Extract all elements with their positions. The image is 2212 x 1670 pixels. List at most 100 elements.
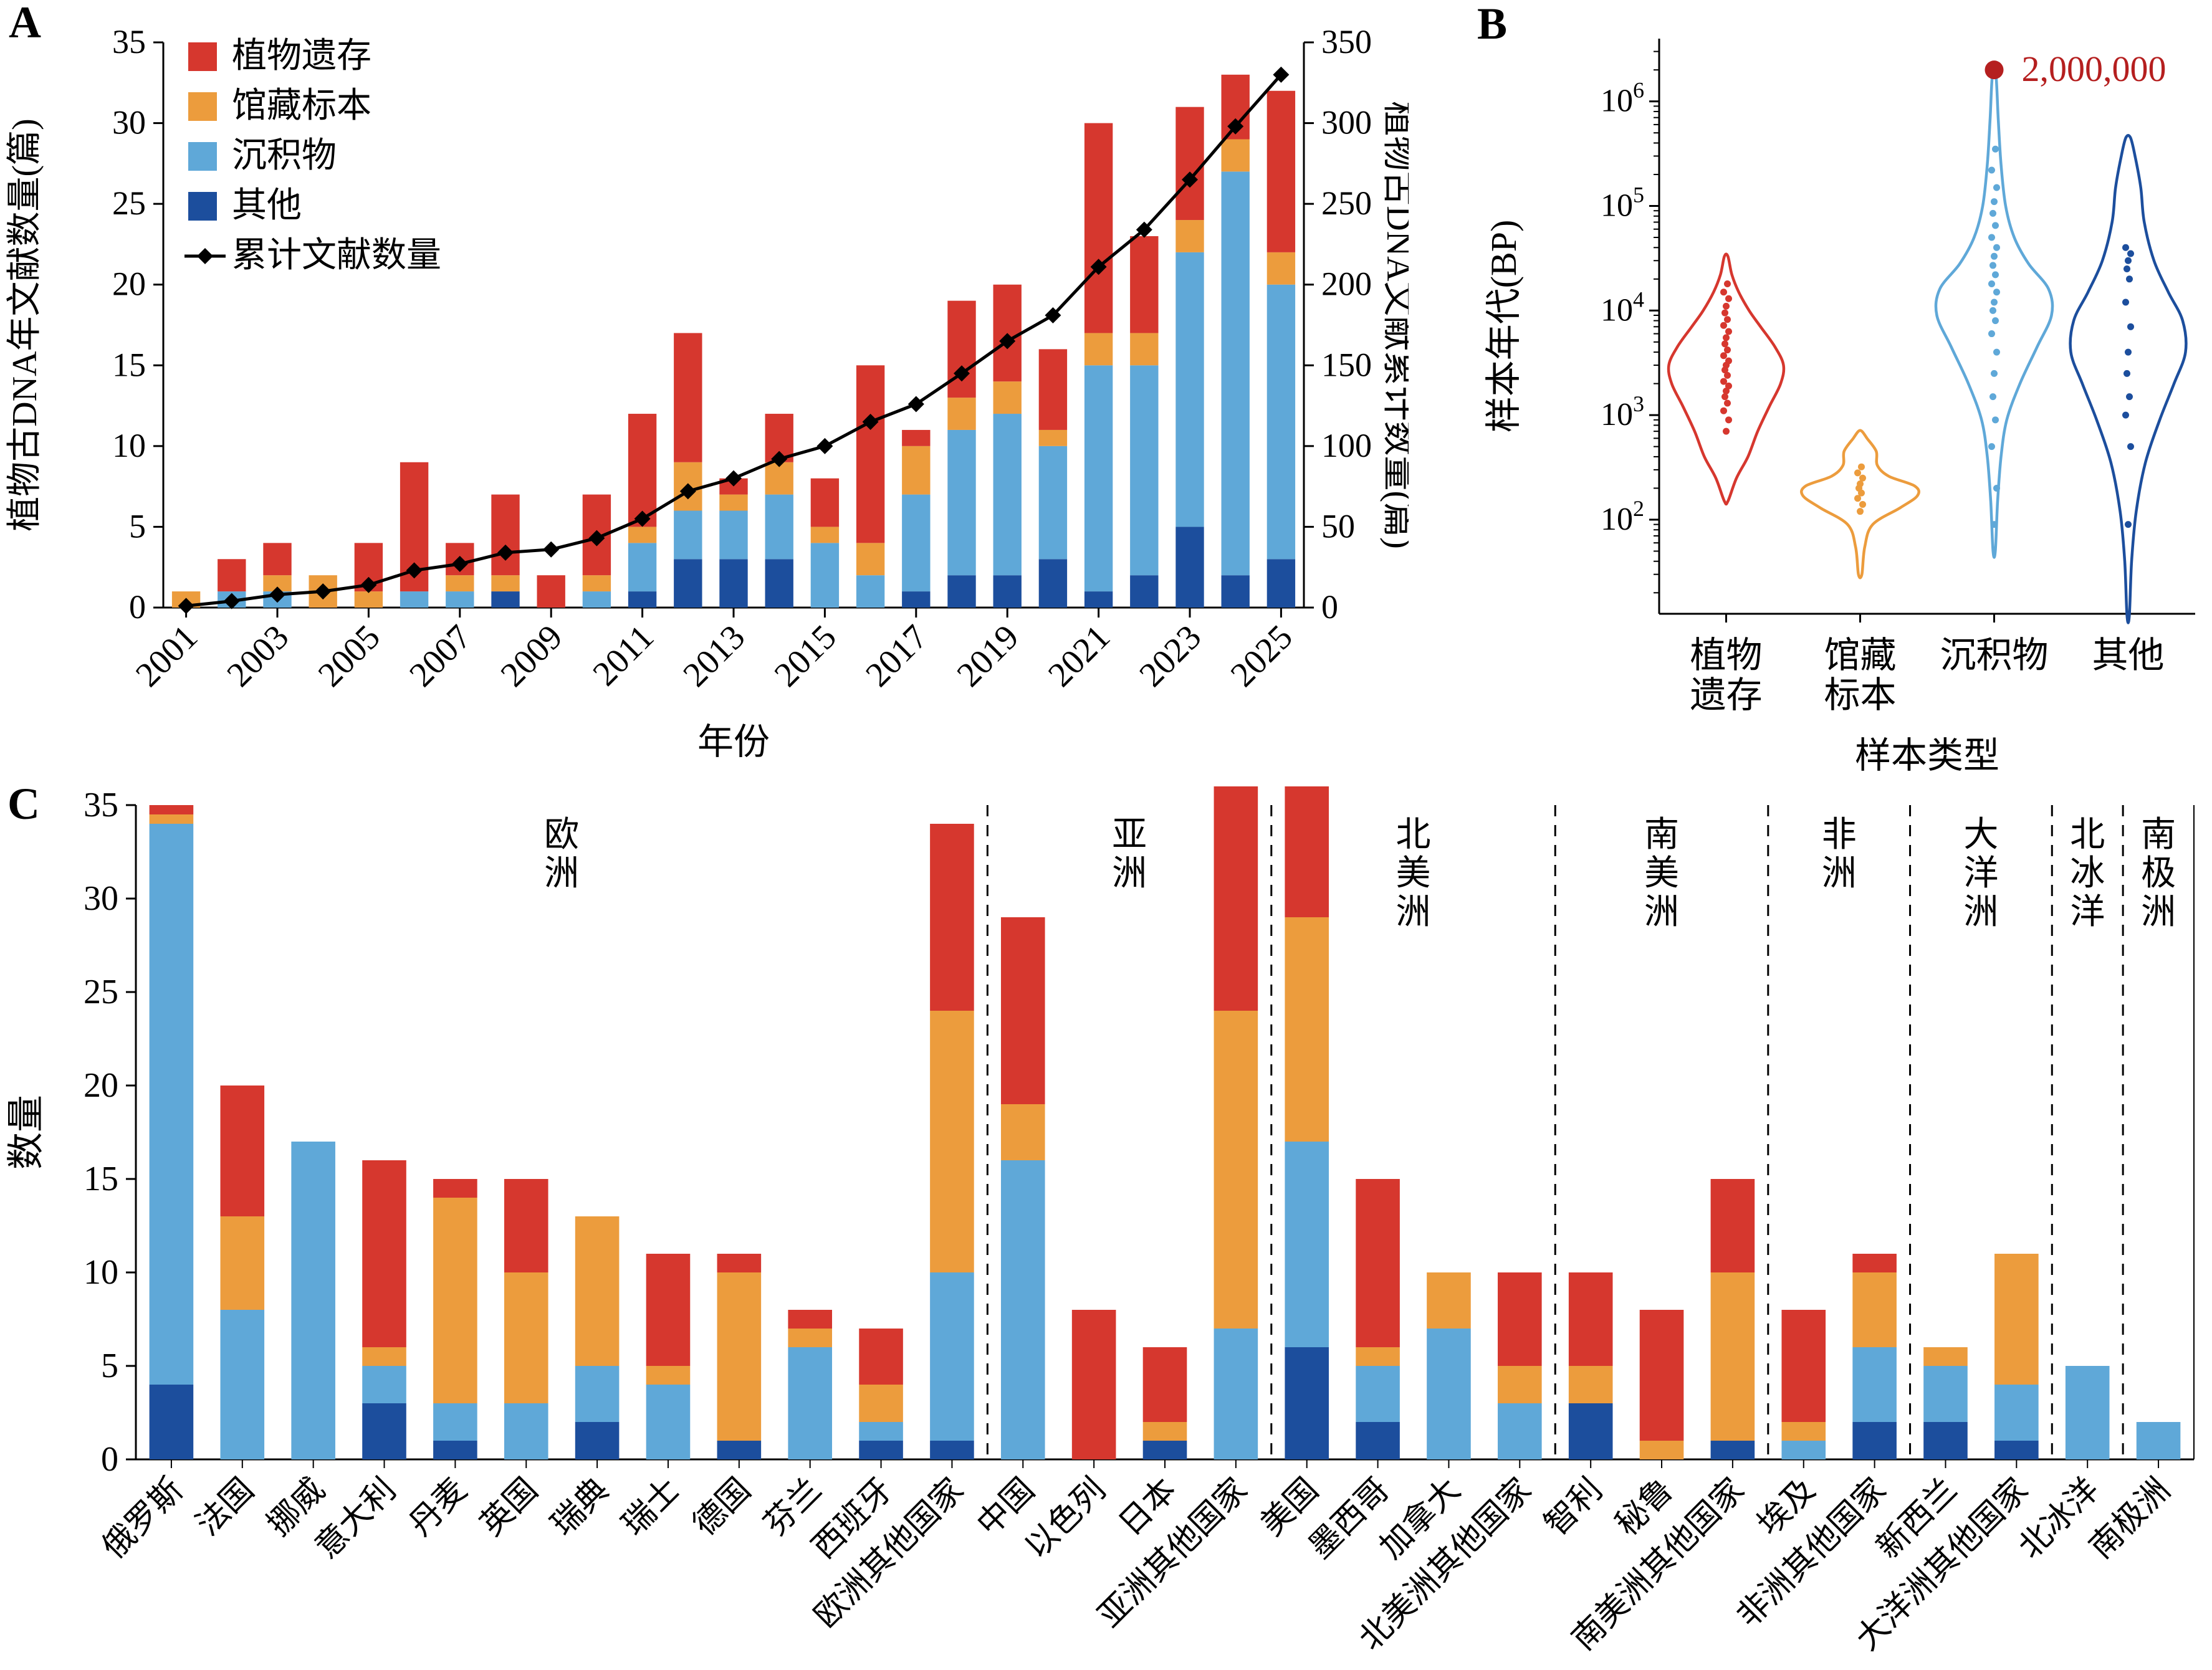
svg-text:以色列: 以色列 [1018, 1472, 1113, 1566]
svg-text:样本类型: 样本类型 [1855, 735, 1999, 776]
svg-text:35: 35 [84, 786, 118, 824]
svg-text:美: 美 [1396, 854, 1431, 893]
svg-text:25: 25 [84, 973, 118, 1011]
svg-text:2011: 2011 [585, 618, 661, 694]
svg-text:大: 大 [1963, 816, 1998, 854]
svg-text:非: 非 [1822, 816, 1857, 854]
svg-text:北: 北 [1396, 816, 1431, 854]
panel-c-axis-titles: 数量 [6, 1095, 47, 1170]
svg-text:106: 106 [1601, 78, 1644, 119]
svg-text:北: 北 [2070, 816, 2105, 854]
svg-text:标本: 标本 [1824, 675, 1896, 715]
panel-b-violins [1667, 68, 2188, 624]
panel-b-axis-titles: 样本年代(BP) 样本类型 [1483, 220, 1999, 776]
svg-text:2019: 2019 [950, 618, 1027, 694]
svg-text:0: 0 [129, 588, 146, 626]
svg-text:冰: 冰 [2070, 854, 2105, 893]
svg-text:英国: 英国 [474, 1472, 545, 1543]
panel-c-region-dividers [986, 805, 2124, 1459]
svg-text:南: 南 [1644, 816, 1679, 854]
svg-text:瑞典: 瑞典 [545, 1472, 616, 1543]
svg-text:50: 50 [1321, 507, 1355, 545]
svg-text:2009: 2009 [494, 618, 570, 694]
svg-text:北冰洋: 北冰洋 [2012, 1472, 2106, 1566]
svg-text:智利: 智利 [1538, 1472, 1609, 1543]
svg-text:洲: 洲 [1822, 854, 1857, 893]
svg-text:俄罗斯: 俄罗斯 [96, 1472, 190, 1566]
panel-b-label: B [1477, 0, 1507, 49]
svg-text:200: 200 [1321, 265, 1372, 303]
violin-馆藏标本 [1800, 429, 1920, 580]
svg-text:植物遗存: 植物遗存 [232, 37, 371, 75]
svg-text:300: 300 [1321, 104, 1372, 141]
svg-text:103: 103 [1601, 391, 1644, 432]
svg-text:20: 20 [112, 265, 146, 303]
violin-植物遗存 [1667, 252, 1786, 506]
svg-text:2001: 2001 [128, 618, 205, 694]
svg-text:30: 30 [84, 879, 118, 918]
svg-text:150: 150 [1321, 346, 1372, 383]
svg-text:洲: 洲 [2141, 893, 2176, 932]
svg-text:10: 10 [112, 427, 146, 464]
svg-text:5: 5 [129, 507, 146, 545]
panel-a-label: A [9, 0, 41, 47]
svg-text:2017: 2017 [858, 618, 935, 694]
svg-text:洲: 洲 [1396, 893, 1431, 932]
svg-text:2,000,000: 2,000,000 [2022, 49, 2167, 89]
svg-text:2023: 2023 [1132, 618, 1209, 694]
svg-text:15: 15 [84, 1160, 118, 1198]
svg-text:15: 15 [112, 346, 146, 383]
svg-text:5: 5 [101, 1347, 118, 1385]
svg-text:0: 0 [101, 1440, 118, 1479]
svg-text:0: 0 [1321, 588, 1338, 626]
svg-text:350: 350 [1321, 23, 1372, 60]
svg-text:亚: 亚 [1112, 816, 1147, 854]
panel-a-cumulative-line [178, 66, 1290, 614]
svg-text:A: A [9, 0, 41, 47]
svg-text:南: 南 [2141, 816, 2176, 854]
panel-a-x-tick-labels: 2001 2003 2005 2007 2009 2011 2013 2015 2017 2019… [128, 618, 1300, 694]
panel-c-stacked-bars [149, 786, 2181, 1459]
svg-text:植物古DNA年文献数量(篇): 植物古DNA年文献数量(篇) [6, 118, 44, 532]
svg-text:美: 美 [1644, 854, 1679, 893]
svg-text:100: 100 [1321, 427, 1372, 464]
svg-text:植物: 植物 [1690, 635, 1762, 675]
panel-a-axis-titles: 植物古DNA年文献数量(篇) 植物古DNA文献累计数量(篇) 年份 [6, 101, 1409, 762]
svg-text:2021: 2021 [1041, 618, 1118, 694]
panel-b-category-labels: 植物遗存 馆藏标本 沉积物 其他 [1690, 635, 2164, 715]
svg-text:104: 104 [1601, 287, 1644, 328]
svg-text:2013: 2013 [676, 618, 752, 694]
svg-text:20: 20 [84, 1066, 118, 1105]
svg-text:馆藏标本: 馆藏标本 [232, 87, 371, 125]
svg-text:102: 102 [1601, 496, 1644, 537]
svg-text:25: 25 [112, 184, 146, 222]
svg-text:墨西哥: 墨西哥 [1303, 1472, 1397, 1566]
svg-text:洲: 洲 [1112, 854, 1147, 893]
svg-text:累计文献数量: 累计文献数量 [232, 236, 441, 275]
svg-text:样本年代(BP): 样本年代(BP) [1483, 220, 1524, 433]
svg-text:2015: 2015 [767, 618, 844, 694]
svg-text:洲: 洲 [544, 854, 579, 893]
svg-text:年份: 年份 [697, 722, 770, 762]
svg-text:南极洲: 南极洲 [2083, 1472, 2177, 1566]
svg-text:250: 250 [1321, 184, 1372, 222]
svg-text:B: B [1477, 0, 1507, 49]
svg-text:其他: 其他 [2092, 635, 2164, 675]
svg-text:极: 极 [2141, 854, 2176, 893]
svg-text:洲: 洲 [1644, 893, 1679, 932]
svg-text:馆藏: 馆藏 [1824, 635, 1896, 675]
svg-text:C: C [7, 779, 40, 829]
svg-text:洋: 洋 [1963, 854, 1998, 893]
svg-text:2003: 2003 [219, 618, 296, 694]
svg-text:法国: 法国 [190, 1472, 261, 1543]
svg-text:丹麦: 丹麦 [403, 1472, 474, 1543]
svg-text:欧: 欧 [544, 816, 579, 854]
svg-text:洋: 洋 [2070, 893, 2105, 932]
svg-text:10: 10 [84, 1253, 118, 1292]
svg-text:其他: 其他 [232, 186, 302, 225]
